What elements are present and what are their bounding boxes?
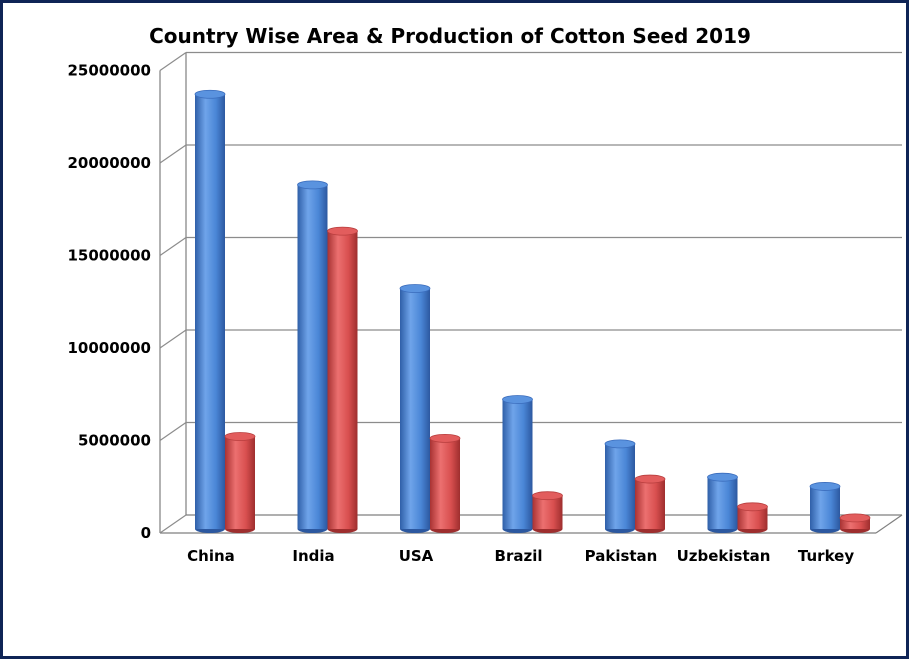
bar-body xyxy=(605,443,635,529)
bar-body xyxy=(327,231,358,529)
y-tick-label: 15000000 xyxy=(68,247,152,265)
bar-top xyxy=(502,395,533,404)
bar-top xyxy=(604,439,636,449)
y-tick-label: 20000000 xyxy=(68,154,152,172)
gridline-side xyxy=(159,52,187,71)
gridline-side xyxy=(159,237,187,256)
y-tick-label: 25000000 xyxy=(68,62,152,80)
bar-red xyxy=(737,502,768,533)
bar-red xyxy=(224,432,256,533)
bar-top xyxy=(809,482,841,491)
floor-side-edge xyxy=(875,514,903,534)
bar-top xyxy=(634,474,666,484)
bar-top xyxy=(737,502,768,512)
x-tick-label: Pakistan xyxy=(585,547,658,565)
bar-body xyxy=(297,184,328,529)
bar-top xyxy=(399,284,431,293)
bar-red xyxy=(839,513,871,533)
gridline-side xyxy=(159,422,187,441)
gridline-side xyxy=(159,329,187,349)
x-tick-labels: China India USA Brazil Pakistan Uzbekistan Tur… xyxy=(187,547,854,565)
bar-blue xyxy=(297,180,328,533)
bar-top xyxy=(429,433,461,443)
bar-red xyxy=(532,491,563,533)
bars xyxy=(194,89,871,533)
bar-top xyxy=(194,89,226,99)
y-tick-labels: 0 5000000 10000000 15000000 20000000 25000000 xyxy=(68,62,152,543)
bar-top xyxy=(839,513,871,523)
x-tick-label: Turkey xyxy=(798,547,854,565)
bar-top xyxy=(707,472,738,482)
y-tick-label: 5000000 xyxy=(78,432,151,450)
bar-body xyxy=(502,399,533,529)
bar-blue xyxy=(399,284,431,533)
x-tick-label: Brazil xyxy=(495,547,543,565)
bar-blue xyxy=(809,482,841,533)
bar-body xyxy=(225,436,255,529)
bar-top xyxy=(327,226,358,236)
bar-blue xyxy=(604,439,636,533)
x-tick-label: China xyxy=(187,547,235,565)
x-tick-label: Uzbekistan xyxy=(677,547,771,565)
bar-top xyxy=(532,491,563,501)
bar-top xyxy=(297,180,328,190)
bar-body xyxy=(635,479,665,529)
chart-title: Country Wise Area & Production of Cotton… xyxy=(149,24,751,48)
bar-body xyxy=(195,94,225,529)
bar-red xyxy=(634,474,666,533)
bar-body xyxy=(810,486,840,529)
y-tick-label: 0 xyxy=(141,524,151,542)
bar-body xyxy=(840,517,870,529)
bar-red xyxy=(327,226,358,533)
gridline-side xyxy=(159,514,187,534)
x-tick-label: USA xyxy=(399,547,434,565)
bar-body xyxy=(400,288,430,529)
bar-top xyxy=(224,432,256,441)
bar-blue xyxy=(502,395,533,533)
bar-body xyxy=(737,506,768,529)
bar-body xyxy=(430,438,460,529)
y-tick-label: 10000000 xyxy=(68,339,152,357)
bar-body xyxy=(532,495,563,529)
bar-blue xyxy=(194,89,226,533)
bar-red xyxy=(429,433,461,533)
gridline-side xyxy=(159,144,187,164)
bar-body xyxy=(707,477,738,529)
x-tick-label: India xyxy=(292,547,334,565)
bar-blue xyxy=(707,472,738,533)
